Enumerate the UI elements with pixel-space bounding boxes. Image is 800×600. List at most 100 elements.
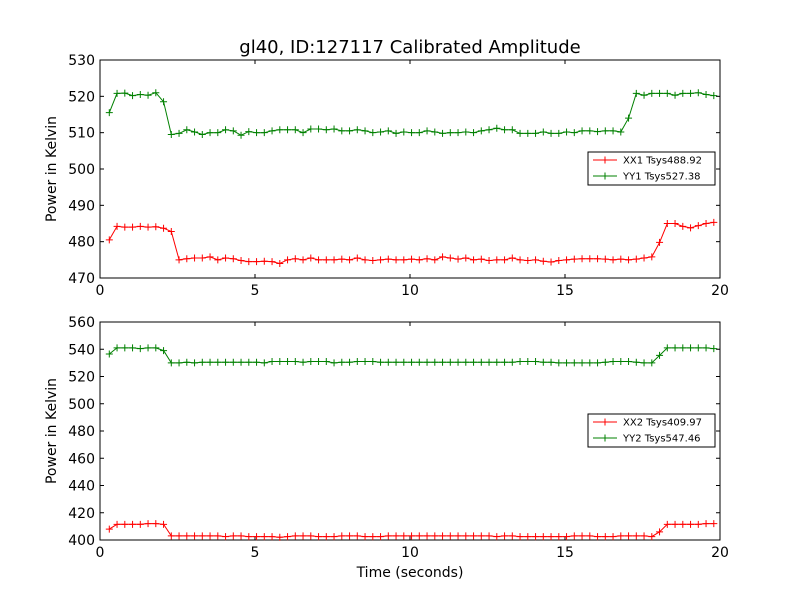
data-point [710,520,718,528]
data-point [408,129,416,137]
data-point [431,532,439,540]
data-point [694,89,702,97]
data-point [446,532,454,540]
data-point [198,254,206,262]
data-point [369,129,377,137]
y-tick-label: 400 [68,533,95,549]
data-point [423,255,431,263]
data-point [594,128,602,136]
data-point [656,351,664,359]
data-point [346,256,354,264]
data-point [369,358,377,366]
data-point [671,344,679,352]
data-point [516,129,524,137]
data-point [532,533,540,541]
data-point [656,89,664,97]
data-point [113,89,121,97]
data-point [470,532,478,540]
x-tick-label: 0 [96,283,105,299]
data-point [206,358,214,366]
data-point [160,347,168,355]
data-point [601,358,609,366]
data-point [578,255,586,263]
data-point [462,254,470,262]
data-point [578,127,586,135]
data-point [446,358,454,366]
data-point [121,520,129,528]
data-point [346,532,354,540]
data-point [532,256,540,264]
data-point [268,258,276,266]
data-point [679,89,687,97]
data-point [152,89,160,97]
data-point [167,359,175,367]
data-point [291,358,299,366]
x-tick-label: 5 [251,283,260,299]
x-tick-label: 15 [556,545,574,561]
data-point [276,259,284,267]
data-point [570,129,578,137]
data-point [229,127,237,135]
data-point [485,126,493,134]
data-point [384,532,392,540]
x-axis-label: Time (seconds) [356,565,464,581]
data-point [493,124,501,132]
data-point [609,533,617,541]
data-point [555,533,563,541]
data-point [516,256,524,264]
data-point [648,359,656,367]
legend-box [587,413,716,448]
y-tick-label: 520 [68,370,95,386]
legend-marker [601,418,609,426]
x-tick-label: 10 [401,283,419,299]
data-point [501,126,509,134]
legend: XX2 Tsys409.97 YY2 Tsys547.46 [587,413,716,448]
data-point [617,255,625,263]
series-2 [105,344,718,367]
y-tick-label: 530 [68,53,95,69]
data-point [663,344,671,352]
x-tick-label: 10 [401,545,419,561]
data-point [539,358,547,366]
y-tick-label: 480 [68,235,95,251]
data-point [392,129,400,137]
data-point [338,532,346,540]
y-tick-label: 480 [68,424,95,440]
data-point [245,258,253,266]
data-point [470,129,478,137]
data-point [105,236,113,244]
data-point [586,255,594,263]
data-point [307,254,315,262]
data-point [578,532,586,540]
y-tick-label: 500 [68,397,95,413]
data-point [315,358,323,366]
data-point [214,256,222,264]
data-point [400,128,408,136]
data-point [508,126,516,134]
data-point [284,256,292,264]
data-point [322,256,330,264]
data-point [152,520,160,528]
data-point [501,256,509,264]
data-point [547,129,555,137]
data-point [625,358,633,366]
data-point [284,533,292,541]
data-point [423,127,431,135]
data-point [710,92,718,100]
data-point [191,532,199,540]
data-point [617,532,625,540]
data-point [462,128,470,136]
data-point [679,344,687,352]
data-point [253,358,261,366]
data-point [183,532,191,540]
data-point [183,126,191,134]
data-point [609,358,617,366]
data-point [477,255,485,263]
data-point [152,344,160,352]
data-point [276,533,284,541]
data-point [121,223,129,231]
data-point [446,254,454,262]
data-point [408,532,416,540]
data-point [299,129,307,137]
data-point [671,220,679,227]
